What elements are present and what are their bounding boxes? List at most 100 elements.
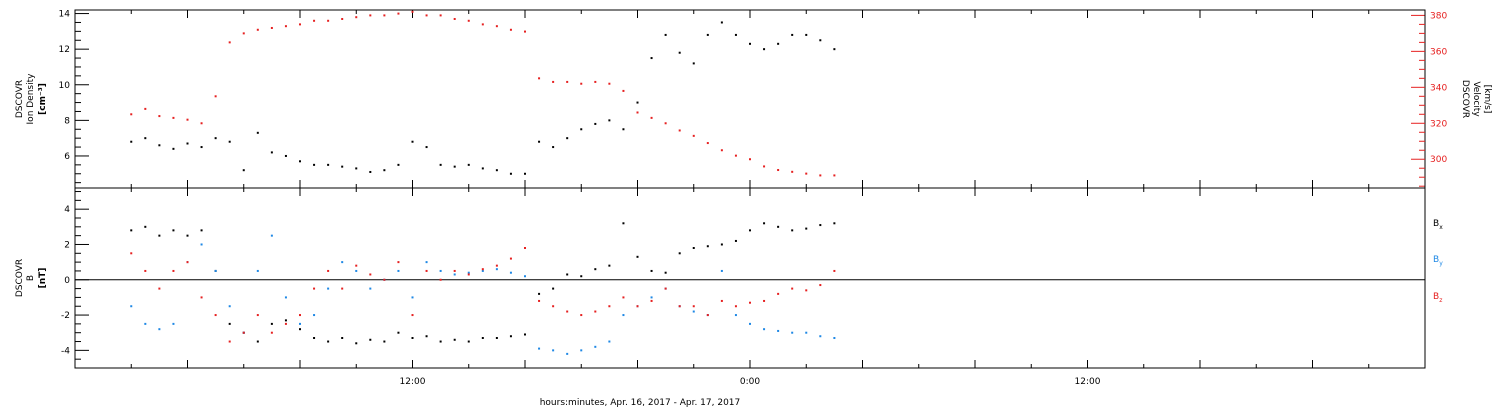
bottom-bz-point xyxy=(664,287,667,290)
bottom-by-point xyxy=(228,305,231,308)
top-density-point xyxy=(200,146,203,149)
legend-bx: Bx xyxy=(1433,219,1443,231)
b-field-ylabel-line3: [nT] xyxy=(38,268,48,289)
top-density-point xyxy=(186,142,189,145)
bottom-bx-point xyxy=(411,337,414,339)
x-axis-title: hours:minutes, Apr. 16, 2017 - Apr. 17, … xyxy=(540,398,741,408)
bottom-bx-point xyxy=(481,337,484,339)
b-field-ytick-label: -4 xyxy=(61,346,70,356)
top-density-point xyxy=(242,169,245,172)
bottom-bz-point xyxy=(692,305,695,308)
bottom-bz-point xyxy=(566,310,569,313)
b-field-ylabel-line1: DSCOVR xyxy=(15,259,25,297)
bottom-bx-point xyxy=(383,340,386,343)
bottom-bx-point xyxy=(158,234,161,237)
top-density-point xyxy=(270,151,273,154)
legend-bz-main: B xyxy=(1433,292,1439,302)
bottom-bx-point xyxy=(313,337,316,339)
bottom-by-point xyxy=(299,322,301,325)
bottom-bz-point xyxy=(650,299,653,302)
bottom-bx-point xyxy=(509,335,512,338)
bottom-by-point xyxy=(608,340,611,343)
velocity-ytick-label: 320 xyxy=(1430,119,1447,129)
bottom-bz-point xyxy=(833,269,836,272)
b-field-ytick-label: 0 xyxy=(64,276,70,286)
top-density-point xyxy=(566,137,569,140)
bottom-bz-point xyxy=(538,299,541,302)
bottom-bz-point xyxy=(214,314,217,317)
bottom-by-point xyxy=(524,275,526,278)
top-velocity-point xyxy=(692,134,695,137)
bottom-bx-point xyxy=(299,328,301,331)
top-velocity-point xyxy=(411,10,414,13)
bottom-bx-point xyxy=(327,340,330,343)
top-density-point xyxy=(313,163,316,166)
bottom-bz-point xyxy=(383,278,386,281)
top-density-point xyxy=(509,172,512,175)
top-density-point xyxy=(524,172,526,175)
bottom-bx-point xyxy=(200,229,203,232)
top-density-point xyxy=(467,163,470,166)
bottom-bx-point xyxy=(453,338,456,341)
bottom-bz-point xyxy=(749,301,751,304)
bottom-bx-point xyxy=(552,287,555,290)
legend-bz-sub: z xyxy=(1439,297,1442,304)
top-density-point xyxy=(678,51,681,54)
bottom-bz-point xyxy=(355,264,358,267)
bottom-bz-point xyxy=(594,310,597,313)
top-density-point xyxy=(650,57,653,60)
top-velocity-point xyxy=(650,116,653,119)
top-velocity-point xyxy=(327,19,330,22)
top-density-point xyxy=(594,122,597,125)
top-density-point xyxy=(777,42,780,45)
top-velocity-point xyxy=(734,154,737,157)
bottom-bz-point xyxy=(158,287,161,290)
top-density-point xyxy=(791,33,794,36)
bottom-by-point xyxy=(481,269,484,272)
bottom-bx-point xyxy=(692,247,695,249)
bottom-by-point xyxy=(777,329,780,332)
bottom-by-point xyxy=(425,261,428,264)
bottom-bx-point xyxy=(524,333,526,336)
b-field-ytick-label: 2 xyxy=(64,240,70,250)
bottom-bx-point xyxy=(538,292,541,295)
top-density-point xyxy=(819,39,822,42)
top-velocity-point xyxy=(481,23,484,26)
bottom-by-point xyxy=(566,352,569,355)
bottom-by-point xyxy=(749,322,751,325)
top-panel-x-ticks xyxy=(74,10,1426,188)
bottom-bz-point xyxy=(580,314,583,317)
b-field-ylabel-line2: B xyxy=(26,275,36,281)
top-velocity-point xyxy=(566,80,569,83)
bottom-by-point xyxy=(819,335,822,338)
top-density-point xyxy=(763,48,766,51)
top-velocity-point xyxy=(200,122,203,125)
velocity-ytick-label: 300 xyxy=(1430,155,1447,165)
bottom-bx-point xyxy=(144,225,147,228)
top-velocity-point xyxy=(622,89,625,92)
density-ytick-label: 6 xyxy=(64,152,70,162)
bottom-by-point xyxy=(130,305,133,308)
bottom-bz-point xyxy=(397,261,400,264)
bottom-bx-point xyxy=(186,234,189,237)
bottom-bz-point xyxy=(467,273,470,276)
density-ytick-label: 14 xyxy=(59,10,71,20)
bottom-panel-x-ticks xyxy=(74,188,1426,368)
bottom-bx-point xyxy=(425,335,428,338)
bottom-bx-point xyxy=(256,340,259,343)
bottom-bz-point xyxy=(678,305,681,308)
top-velocity-point xyxy=(369,14,372,17)
ion-density-ylabel-line1: DSCOVR xyxy=(15,80,25,118)
bottom-by-point xyxy=(833,337,836,339)
bottom-by-point xyxy=(439,269,442,272)
top-velocity-point xyxy=(355,16,358,19)
bottom-bx-point xyxy=(355,342,358,345)
legend-bx-sub: x xyxy=(1439,224,1443,231)
bottom-bz-point xyxy=(439,278,442,281)
top-panel-points xyxy=(130,10,836,177)
bottom-panel: 4 2 0 -2 -4 12:00 0:00 12:00 DSCOVR B [nT] Bx … xyxy=(15,187,1443,387)
top-density-point xyxy=(481,167,484,170)
bottom-by-point xyxy=(791,331,794,334)
bottom-bz-point xyxy=(130,252,133,255)
